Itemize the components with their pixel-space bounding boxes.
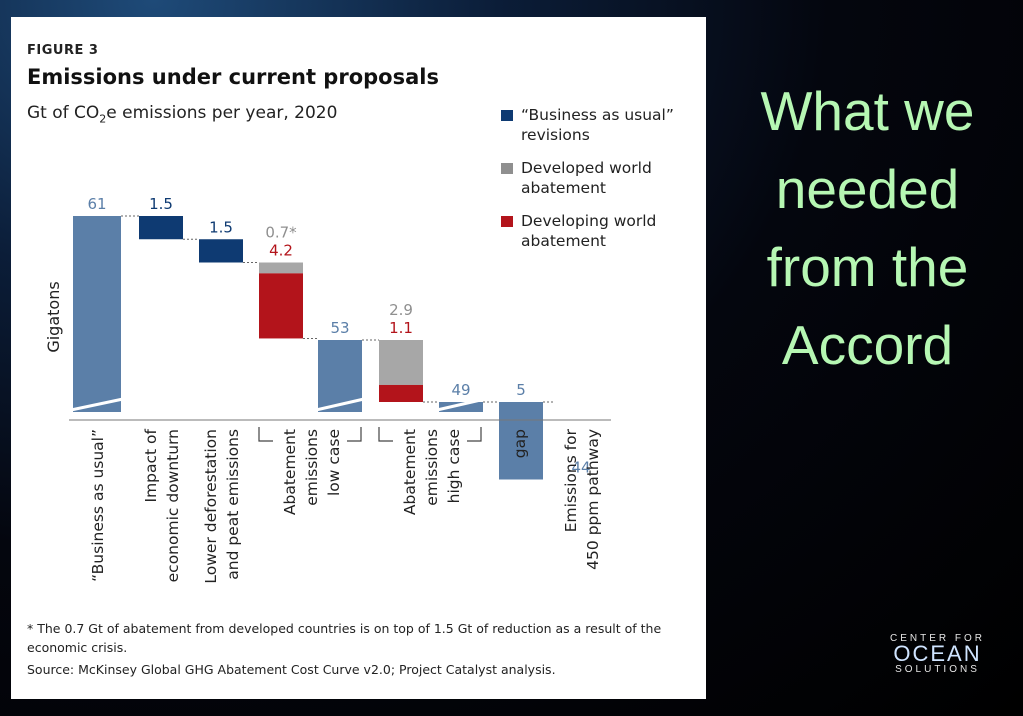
- figure-source: Source: McKinsey Global GHG Abatement Co…: [27, 662, 556, 677]
- category-label: high case: [445, 429, 463, 503]
- slide-heading: What we needed from the Accord: [760, 80, 975, 376]
- legend-label-developed: Developed world abatement: [521, 159, 652, 197]
- waterfall-chart: 61 1.5 1.5 0.7*4.2 53 2.91.1 49 5 44 Gigatons “Bus…: [44, 195, 611, 584]
- logo-line-3: SOLUTIONS: [895, 664, 980, 675]
- category-label: economic downturn: [164, 429, 182, 582]
- value-label: 0.7*: [265, 224, 297, 242]
- category-label: Abatement: [401, 429, 419, 515]
- axis-break-mark: [436, 397, 486, 412]
- figure-subtitle: Gt of CO2e emissions per year, 2020: [27, 103, 337, 125]
- total-bar: [73, 216, 121, 412]
- legend-item-developed: Developed world abatement: [499, 158, 699, 198]
- value-label: 1.5: [209, 218, 233, 236]
- value-label: 1.5: [149, 195, 173, 213]
- category-label: “Business as usual”: [89, 429, 107, 582]
- category-label: Abatement: [281, 429, 299, 515]
- value-label: 44: [571, 459, 590, 477]
- value-label: 1.1: [389, 319, 413, 337]
- logo-line-2: OCEAN: [893, 641, 982, 666]
- axis-break-mark: [315, 397, 365, 412]
- category-label: Impact of: [142, 428, 160, 502]
- bracket-low-case: [258, 427, 362, 442]
- figure-label: FIGURE 3: [27, 43, 99, 58]
- category-label: low case: [325, 429, 343, 496]
- value-label: 61: [87, 195, 106, 213]
- total-bar: [439, 402, 483, 412]
- category-label: and peat emissions: [224, 429, 242, 580]
- step-bar-segment: [259, 262, 303, 274]
- legend-label-developing: Developing world abatement: [521, 212, 657, 250]
- bracket-high-case: [378, 427, 482, 442]
- step-bar-segment: [199, 239, 243, 263]
- axis-break-mark: [70, 397, 124, 412]
- legend-label-bau: “Business as usual” revisions: [521, 106, 674, 144]
- category-label: gap: [511, 429, 529, 458]
- axis-break-mark: [552, 397, 610, 412]
- legend-swatch-bau: [501, 110, 513, 121]
- figure-panel: FIGURE 3 Emissions under current proposa…: [11, 17, 706, 699]
- figure-footnote: * The 0.7 Gt of abatement from developed…: [27, 621, 662, 655]
- figure-title: Emissions under current proposals: [27, 65, 439, 89]
- legend-item-bau: “Business as usual” revisions: [499, 105, 699, 145]
- value-label: 2.9: [389, 301, 413, 319]
- legend: “Business as usual” revisions Developed …: [499, 105, 699, 264]
- value-label: 4.2: [269, 242, 293, 260]
- step-bar-segment: [259, 273, 303, 339]
- subtitle-post: e emissions per year, 2020: [106, 103, 338, 123]
- value-label: 53: [330, 319, 349, 337]
- gap-bar: [499, 402, 543, 480]
- legend-swatch-developed: [501, 163, 513, 174]
- step-bar-segment: [379, 340, 423, 385]
- category-label: emissions: [423, 429, 441, 506]
- subtitle-sub: 2: [99, 112, 107, 126]
- category-label: Lower deforestation: [202, 429, 220, 584]
- category-label: emissions: [303, 429, 321, 506]
- step-bar-segment: [379, 384, 423, 402]
- y-axis-label: Gigatons: [44, 281, 63, 352]
- logo-line-1: CENTER FOR: [890, 633, 985, 644]
- value-label: 49: [451, 381, 470, 399]
- step-bar-segment: [139, 216, 183, 240]
- value-label: 5: [516, 381, 526, 399]
- ocean-solutions-logo: CENTER FOR OCEAN SOLUTIONS: [885, 633, 990, 675]
- category-label: Emissions for: [562, 428, 580, 532]
- subtitle-pre: Gt of CO: [27, 103, 100, 123]
- category-label: 450 ppm pathway: [584, 429, 602, 570]
- legend-swatch-developing: [501, 216, 513, 227]
- legend-item-developing: Developing world abatement: [499, 211, 699, 251]
